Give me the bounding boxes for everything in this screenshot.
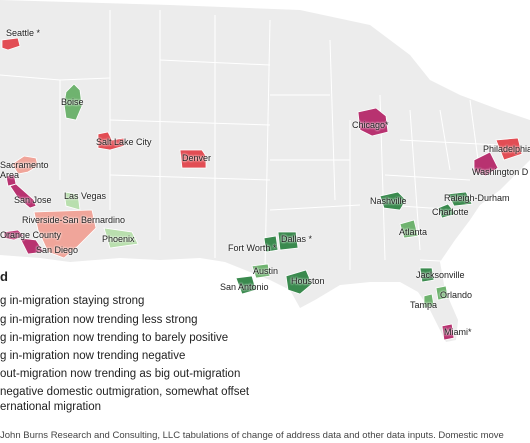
legend-item-strong-in: g in-migration staying strong: [0, 295, 145, 307]
label-houston: Houston: [291, 276, 325, 286]
source-note: John Burns Research and Consulting, LLC …: [0, 430, 504, 441]
metro-atlanta: [399, 219, 419, 239]
label-sacramento: Sacramento: [0, 160, 49, 170]
metro-phoenix: [103, 227, 139, 249]
metro-riverside-san-bernardino: [33, 209, 97, 259]
label-riverside-san-bernardino: Riverside-San Bernardino: [22, 215, 126, 225]
metro-salt-lake-city: [97, 131, 125, 151]
label-fort-worth: Fort Worth *: [228, 243, 277, 253]
label-phoenix: Phoenix: [102, 234, 135, 244]
label-san-antonio: San Antonio: [220, 282, 269, 292]
label-austin: Austin: [253, 266, 279, 276]
metro-houston: [285, 269, 313, 295]
metro-raleigh-durham: [447, 191, 473, 207]
label-salt-lake-city: Salt Lake City: [96, 137, 152, 147]
metro-philadelphia: [495, 137, 523, 161]
label-nashville: Nashville: [370, 196, 407, 206]
label-charlotte: Charlotte: [432, 207, 469, 217]
legend-item-less-strong-in: g in-migration now trending less strong: [0, 314, 198, 326]
metro-fort-worth: [263, 235, 279, 253]
label-orlando: Orlando: [440, 290, 473, 300]
label-boise: Boise: [61, 97, 84, 107]
metro-miami: [441, 323, 455, 341]
metro-charlotte: [437, 203, 457, 219]
metro-boise: [63, 83, 83, 121]
metro-las-vegas: [63, 191, 81, 211]
legend-item-now-negative: g in-migration now trending negative: [0, 350, 186, 362]
metro-sacramento: [11, 155, 39, 175]
metro-seattle: [1, 37, 21, 51]
label-jacksonville: Jacksonville: [416, 270, 465, 280]
label-las-vegas: Las Vegas: [64, 191, 107, 201]
state-borders: [0, 10, 501, 271]
label-atlanta: Atlanta: [399, 227, 428, 237]
label-washington: Washington D: [472, 167, 529, 177]
legend-title: d: [0, 269, 8, 284]
metro-san-jose: [9, 183, 37, 209]
legend-item-big-out: out-migration now trending as big out-mi…: [0, 368, 241, 380]
label-san-jose: San Jose: [14, 195, 52, 205]
label-chicago: Chicago*: [352, 120, 389, 130]
label-miami: Miami*: [444, 327, 472, 337]
us-landmass: [0, 0, 530, 342]
metro-orange-county: [3, 229, 25, 241]
legend-item-barely-positive: g in-migration now trending to barely po…: [0, 332, 229, 344]
metro-chicago: [357, 107, 389, 137]
metro-shapes: [1, 37, 523, 341]
legend-item-offset-line1: negative domestic outmigration, somewhat…: [0, 386, 250, 398]
label-san-diego: San Diego: [36, 245, 79, 255]
label-dallas: Dallas *: [281, 234, 313, 244]
legend-item-offset-line2: ernational migration: [0, 401, 102, 413]
label-area: Area: [0, 170, 20, 180]
label-philadelphia: Philadelphia: [483, 144, 530, 154]
metro-san-diego: [19, 237, 45, 255]
label-denver: Denver: [182, 153, 212, 163]
metro-tampa: [423, 293, 435, 309]
metro-jacksonville: [419, 267, 435, 283]
metro-austin: [251, 263, 271, 279]
metro-washington-d: [473, 151, 499, 177]
metro-nashville: [379, 191, 407, 211]
metro-san-antonio: [235, 275, 257, 295]
label-seattle: Seattle *: [6, 28, 41, 38]
label-orange-county: Orange County: [0, 230, 62, 240]
label-raleigh-durham: Raleigh-Durham: [444, 193, 510, 203]
metro-denver: [179, 149, 207, 169]
metro-dallas: [277, 231, 299, 251]
metro-orlando: [435, 285, 449, 301]
label-tampa: Tampa: [410, 300, 438, 310]
